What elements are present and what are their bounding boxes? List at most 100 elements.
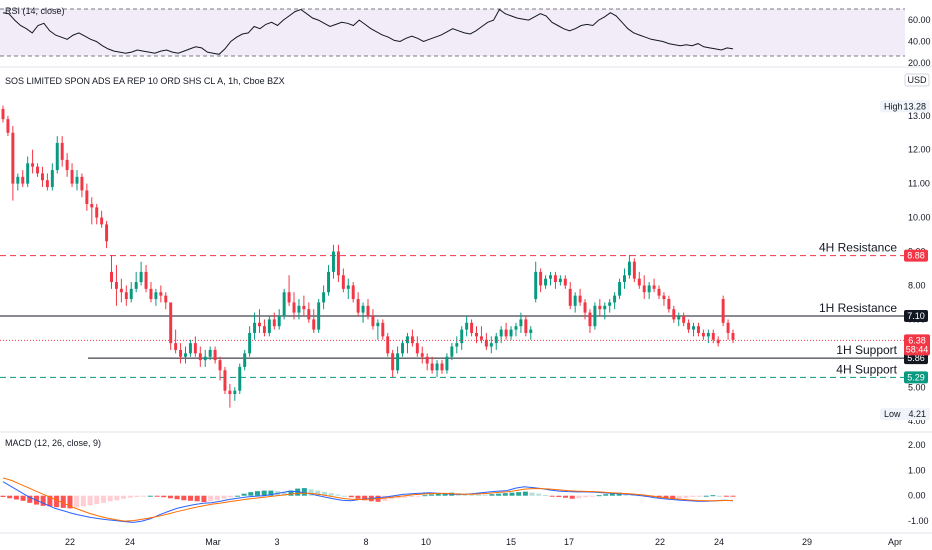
candle-body <box>159 292 163 296</box>
high-tag-value: 13.28 <box>903 101 926 111</box>
time-tick-label: 29 <box>802 537 812 547</box>
candle-body <box>124 292 128 300</box>
last-price-countdown: 58:44 <box>906 344 929 354</box>
macd-histogram-bar <box>181 495 187 501</box>
candle-body <box>85 190 89 204</box>
candle-body <box>31 163 35 167</box>
candle-body <box>188 343 192 354</box>
level-label: 1H Support <box>836 343 897 357</box>
macd-tick-label: 1.00 <box>908 465 926 475</box>
macd-histogram-bar <box>47 495 53 507</box>
macd-histogram-bar <box>469 494 475 496</box>
macd-histogram-bar <box>188 495 194 501</box>
time-tick-label: 8 <box>363 537 368 547</box>
candle-body <box>139 271 143 283</box>
currency-badge[interactable]: USD <box>904 73 930 87</box>
candle-body <box>460 329 464 344</box>
macd-histogram-bar <box>589 495 595 497</box>
macd-histogram-bar <box>683 495 689 498</box>
candle-body <box>593 305 597 327</box>
macd-tick-label: 0.00 <box>908 491 926 501</box>
level-price-tag-label: 5.29 <box>907 372 925 382</box>
candle-body <box>40 173 44 181</box>
price-pane[interactable]: SOS LIMITED SPON ADS EA REP 10 ORD SHS C… <box>0 73 931 426</box>
candle-body <box>1 108 5 120</box>
macd-histogram-bar <box>522 491 528 496</box>
macd-histogram-bar <box>429 494 435 496</box>
candle-body <box>80 176 84 191</box>
candle-body <box>95 207 99 218</box>
macd-histogram-bar <box>542 494 548 496</box>
candle-body <box>75 176 79 184</box>
level-labels: 4H Resistance 1H Resistance 1H Support 4H S… <box>819 241 898 377</box>
macd-histogram-bar <box>13 495 19 500</box>
macd-histogram-bar <box>67 495 73 509</box>
macd-histogram-bar <box>161 495 167 498</box>
candle-body <box>336 251 340 276</box>
level-label: 4H Resistance <box>819 241 897 255</box>
rsi-pane[interactable]: RSI (14, close) 20.00 40.00 60.00 <box>0 6 931 68</box>
macd-histogram-bar <box>723 495 729 497</box>
candle-body <box>489 343 493 347</box>
rsi-line <box>2 8 734 55</box>
macd-histogram-bar <box>60 495 66 508</box>
level-price-tag-label: 5.86 <box>907 353 925 363</box>
macd-histogram-bar <box>261 490 267 496</box>
candle-body <box>726 322 730 333</box>
macd-histogram-bar <box>80 495 86 507</box>
candle-body <box>509 329 513 337</box>
candle-body <box>401 343 405 354</box>
candle-body <box>238 366 242 391</box>
candle-body <box>721 299 725 323</box>
macd-histogram-bar <box>529 492 535 496</box>
candle-body <box>484 339 488 347</box>
macd-histogram-bar <box>690 495 696 497</box>
candle-body <box>346 285 350 289</box>
candle-body <box>534 271 538 300</box>
last-price-tag <box>904 334 930 356</box>
macd-histogram-bar <box>228 495 234 498</box>
candle-body <box>65 159 69 171</box>
high-tag <box>880 100 930 113</box>
candle-body <box>563 278 567 286</box>
high-tag-label: High <box>884 101 903 111</box>
macd-histogram-bar <box>268 490 274 496</box>
time-axis[interactable]: 22 24 Mar 3 8 10 15 17 22 24 29 Apr <box>65 537 902 547</box>
macd-histogram-bar <box>442 493 448 496</box>
candle-body <box>327 271 331 293</box>
time-tick-label: 22 <box>655 537 665 547</box>
rsi-y-axis: 20.00 40.00 60.00 <box>908 15 931 68</box>
candle-body <box>499 329 503 337</box>
price-tick-label: 10.00 <box>908 213 931 223</box>
candle-body <box>608 302 612 306</box>
macd-tick-label: -1.00 <box>908 516 929 526</box>
candle-body <box>292 302 296 313</box>
candle-body <box>208 349 212 357</box>
candle-body <box>475 332 478 337</box>
candle-body <box>376 322 380 327</box>
candle-body <box>558 278 562 283</box>
candle-body <box>440 363 444 371</box>
currency-badge-box <box>904 73 930 87</box>
candle-body <box>272 319 276 327</box>
candle-body <box>129 288 133 300</box>
macd-histogram-bar <box>603 494 609 496</box>
candle-body <box>583 302 587 313</box>
level-price-tag <box>904 371 928 384</box>
candle-body <box>731 332 735 340</box>
candle-body <box>179 349 183 357</box>
candle-body <box>322 292 326 303</box>
level-label: 4H Support <box>836 362 897 376</box>
macd-title: MACD (12, 26, close, 9) <box>5 438 101 448</box>
macd-pane[interactable]: MACD (12, 26, close, 9) -1.00 0.00 1.00 2.0… <box>0 438 929 526</box>
time-tick-label: 15 <box>506 537 516 547</box>
candle-body <box>445 356 449 371</box>
currency-label: USD <box>907 75 927 85</box>
candle-body <box>425 356 429 364</box>
candle-body <box>90 204 94 208</box>
price-title: SOS LIMITED SPON ADS EA REP 10 ORD SHS C… <box>5 76 285 86</box>
candle-body <box>174 343 178 350</box>
candle-body <box>672 309 676 320</box>
macd-histogram-bar <box>348 495 354 498</box>
candle-body <box>588 312 592 327</box>
